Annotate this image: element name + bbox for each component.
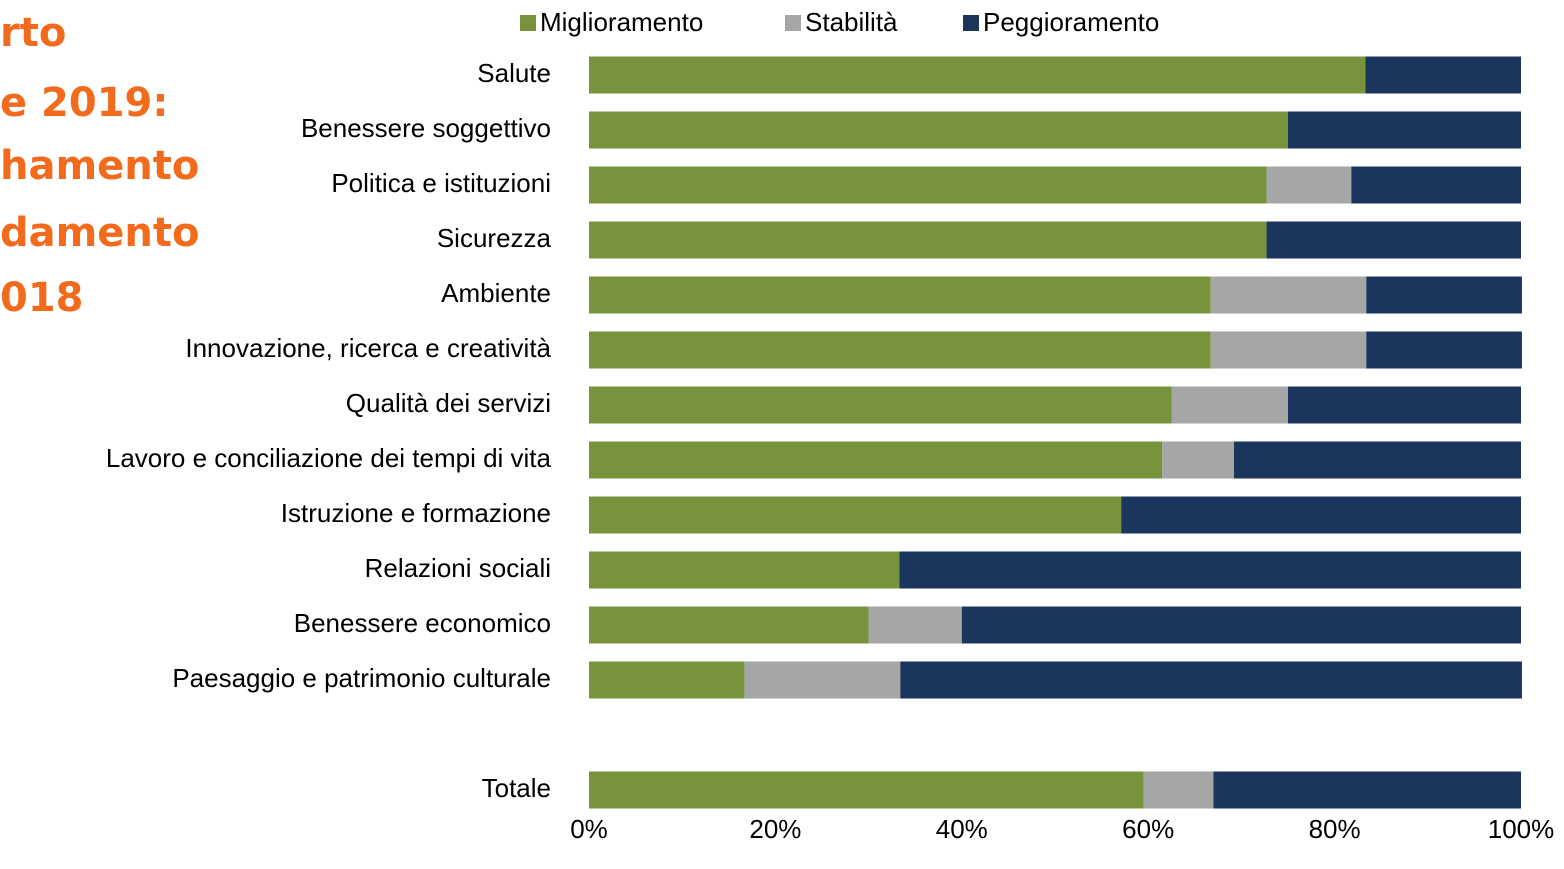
bar-segment: [1213, 771, 1521, 809]
legend-label: Miglioramento: [540, 7, 703, 37]
bar-segment: [1366, 276, 1522, 314]
legend-label: Stabilità: [805, 7, 898, 37]
y-tick-label: Lavoro e conciliazione dei tempi di vita: [106, 443, 552, 473]
bar-segment: [1210, 276, 1367, 314]
bar-segment: [589, 331, 1211, 369]
bar-segment: [1365, 56, 1521, 94]
bar-segment: [589, 56, 1366, 94]
y-tick-label: Benessere soggettivo: [301, 113, 551, 143]
bar-segment: [1266, 166, 1352, 204]
bar-segment: [1143, 771, 1214, 809]
bar-segment: [868, 606, 962, 644]
y-tick-label: Innovazione, ricerca e creatività: [185, 333, 551, 363]
y-tick-label: Istruzione e formazione: [281, 498, 551, 528]
x-tick-label: 40%: [936, 814, 988, 844]
x-tick-label: 20%: [749, 814, 801, 844]
bar-segment: [589, 661, 745, 699]
bar-segment: [1233, 441, 1521, 479]
bar-segment: [1210, 331, 1367, 369]
bar-segment: [1162, 441, 1234, 479]
title-fragment: e 2019:: [0, 80, 168, 126]
legend-swatch: [963, 15, 979, 31]
bar-segment: [744, 661, 901, 699]
bar-segment: [1366, 331, 1522, 369]
legend-label: Peggioramento: [983, 7, 1159, 37]
y-tick-label: Relazioni sociali: [365, 553, 551, 583]
bar-segment: [589, 386, 1172, 424]
y-tick-label: Paesaggio e patrimonio culturale: [172, 663, 551, 693]
bar-segment: [1121, 496, 1521, 534]
bar-segment: [899, 551, 1521, 589]
title-fragment: 018: [0, 275, 84, 321]
bar-segment: [589, 551, 900, 589]
title-fragment: rto: [0, 10, 66, 56]
y-tick-label: Benessere economico: [294, 608, 551, 638]
x-tick-label: 60%: [1122, 814, 1174, 844]
bar-segment: [1288, 111, 1521, 149]
bar-segment: [589, 771, 1144, 809]
title-fragment: hamento: [0, 143, 199, 189]
y-tick-label: Totale: [482, 773, 551, 803]
bar-segment: [1266, 221, 1521, 259]
y-tick-label: Politica e istituzioni: [331, 168, 551, 198]
x-tick-label: 80%: [1309, 814, 1361, 844]
bar-segment: [1351, 166, 1521, 204]
bar-segment: [900, 661, 1522, 699]
bar-segment: [589, 606, 869, 644]
x-tick-label: 100%: [1488, 814, 1555, 844]
bar-segment: [589, 496, 1122, 534]
y-tick-label: Sicurezza: [437, 223, 552, 253]
bar-segment: [589, 441, 1163, 479]
bar-segment: [589, 276, 1211, 314]
bar-segment: [1171, 386, 1288, 424]
bar-segment: [589, 111, 1288, 149]
y-tick-label: Salute: [477, 58, 551, 88]
bar-segment: [961, 606, 1521, 644]
legend-swatch: [520, 15, 536, 31]
bar-segment: [589, 221, 1267, 259]
bar-segment: [589, 166, 1267, 204]
y-tick-label: Ambiente: [441, 278, 551, 308]
title-fragment: damento: [0, 210, 200, 256]
bar-segment: [1288, 386, 1521, 424]
x-tick-label: 0%: [570, 814, 608, 844]
legend-swatch: [785, 15, 801, 31]
y-tick-label: Qualità dei servizi: [346, 388, 551, 418]
